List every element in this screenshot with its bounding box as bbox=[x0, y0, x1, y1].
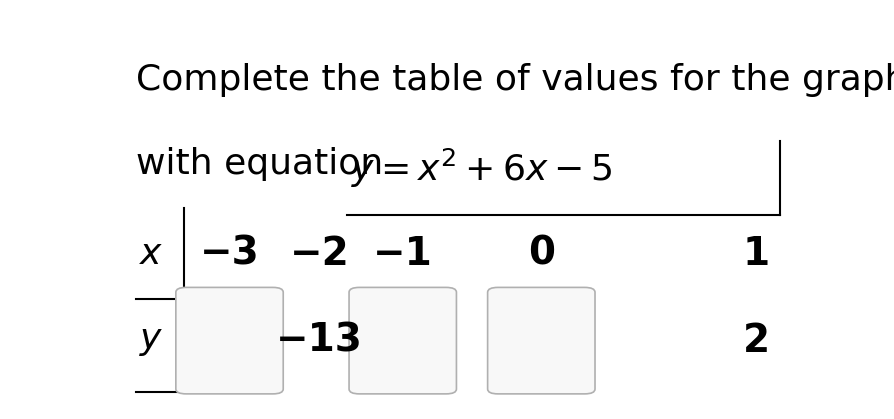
Text: −13: −13 bbox=[276, 322, 363, 360]
Text: −1: −1 bbox=[373, 235, 433, 272]
FancyBboxPatch shape bbox=[176, 287, 283, 394]
Text: 1: 1 bbox=[743, 235, 770, 272]
Text: $y = x^2 + 6x - 5$: $y = x^2 + 6x - 5$ bbox=[350, 147, 612, 190]
FancyBboxPatch shape bbox=[349, 287, 457, 394]
FancyBboxPatch shape bbox=[487, 287, 595, 394]
Text: with equation: with equation bbox=[136, 147, 395, 181]
Text: 0: 0 bbox=[527, 235, 555, 272]
Text: $y$: $y$ bbox=[139, 323, 164, 358]
Text: $x$: $x$ bbox=[139, 237, 164, 271]
Text: −2: −2 bbox=[290, 235, 350, 272]
Text: 2: 2 bbox=[743, 322, 770, 360]
Text: −3: −3 bbox=[199, 235, 259, 272]
Text: Complete the table of values for the graph: Complete the table of values for the gra… bbox=[136, 63, 894, 97]
